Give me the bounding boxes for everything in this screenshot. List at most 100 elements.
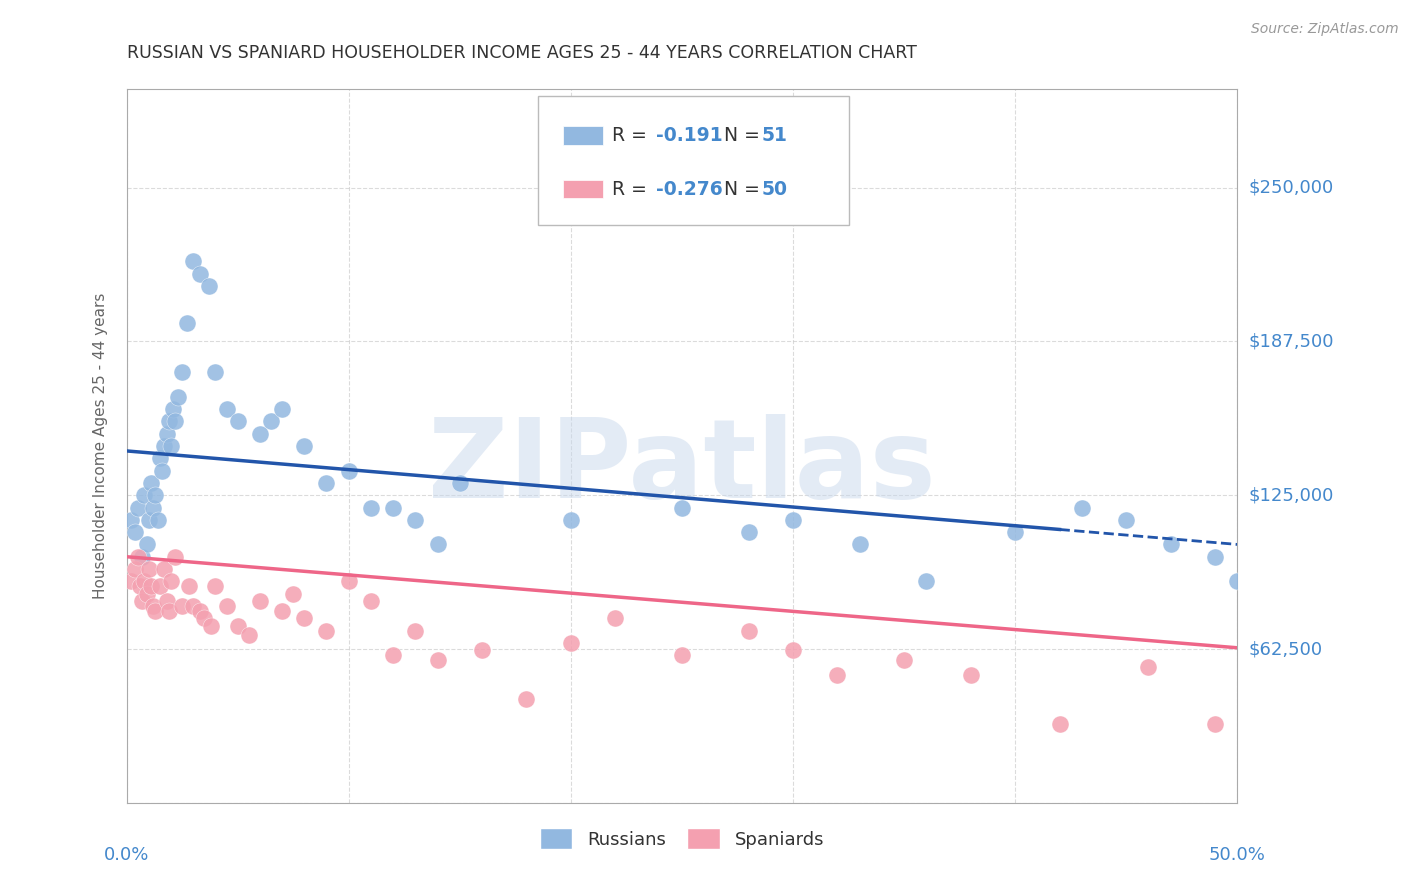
Y-axis label: Householder Income Ages 25 - 44 years: Householder Income Ages 25 - 44 years xyxy=(93,293,108,599)
Point xyxy=(1115,513,1137,527)
Point xyxy=(145,604,167,618)
Text: RUSSIAN VS SPANIARD HOUSEHOLDER INCOME AGES 25 - 44 YEARS CORRELATION CHART: RUSSIAN VS SPANIARD HOUSEHOLDER INCOME A… xyxy=(127,45,917,62)
Point xyxy=(292,611,315,625)
Point xyxy=(176,316,198,330)
Point xyxy=(426,537,449,551)
Point xyxy=(142,599,165,613)
Point xyxy=(127,500,149,515)
Point xyxy=(249,426,271,441)
Point xyxy=(128,579,150,593)
Text: ZIPatlas: ZIPatlas xyxy=(427,414,936,521)
Text: $250,000: $250,000 xyxy=(1249,178,1334,196)
Point xyxy=(157,414,180,428)
Point xyxy=(337,464,360,478)
Point xyxy=(382,500,405,515)
Point xyxy=(671,648,693,662)
Point xyxy=(737,624,759,638)
Point xyxy=(281,587,304,601)
Point xyxy=(1204,549,1226,564)
Point xyxy=(1049,717,1071,731)
Point xyxy=(215,599,238,613)
Point xyxy=(1204,717,1226,731)
Point xyxy=(149,451,172,466)
Point xyxy=(471,643,494,657)
Text: N =: N = xyxy=(711,179,772,199)
FancyBboxPatch shape xyxy=(537,96,849,225)
Point xyxy=(131,549,153,564)
Text: 51: 51 xyxy=(762,126,787,145)
Point xyxy=(271,402,294,417)
Point xyxy=(204,365,226,379)
Text: 50: 50 xyxy=(762,179,787,199)
Point xyxy=(155,426,177,441)
Point xyxy=(149,579,172,593)
Point xyxy=(160,574,183,589)
Text: 50.0%: 50.0% xyxy=(1209,846,1265,863)
Point xyxy=(146,513,169,527)
Point xyxy=(360,500,382,515)
Text: -0.191: -0.191 xyxy=(657,126,723,145)
Point xyxy=(124,562,146,576)
Point xyxy=(135,587,157,601)
Point xyxy=(197,279,219,293)
Point xyxy=(177,579,200,593)
Point xyxy=(145,488,167,502)
Point xyxy=(120,574,142,589)
Point xyxy=(188,267,211,281)
Point xyxy=(181,599,204,613)
Point xyxy=(135,537,157,551)
Point xyxy=(172,599,194,613)
Point xyxy=(915,574,938,589)
Point xyxy=(153,562,176,576)
Point xyxy=(200,618,222,632)
Point xyxy=(360,594,382,608)
Point xyxy=(181,254,204,268)
Point xyxy=(560,636,582,650)
Point xyxy=(404,624,426,638)
Point xyxy=(271,604,294,618)
Point xyxy=(157,604,180,618)
Point xyxy=(1004,525,1026,540)
Point xyxy=(162,402,184,417)
Point xyxy=(165,549,187,564)
Point xyxy=(1160,537,1182,551)
Point xyxy=(138,513,160,527)
Point xyxy=(193,611,215,625)
Point xyxy=(134,488,156,502)
Point xyxy=(160,439,183,453)
Point xyxy=(139,579,162,593)
Point xyxy=(827,668,849,682)
Point xyxy=(449,475,471,490)
Point xyxy=(515,692,537,706)
Point xyxy=(671,500,693,515)
Text: $187,500: $187,500 xyxy=(1249,333,1334,351)
Point xyxy=(238,628,260,642)
Point xyxy=(127,549,149,564)
Text: -0.276: -0.276 xyxy=(657,179,723,199)
Point xyxy=(120,513,142,527)
Point xyxy=(172,365,194,379)
Point xyxy=(382,648,405,662)
Text: N =: N = xyxy=(711,126,772,145)
Point xyxy=(226,414,249,428)
Point xyxy=(292,439,315,453)
Point xyxy=(605,611,627,625)
FancyBboxPatch shape xyxy=(562,180,603,198)
Point xyxy=(139,475,162,490)
Point xyxy=(1137,660,1160,674)
Point xyxy=(131,594,153,608)
Point xyxy=(204,579,226,593)
Legend: Russians, Spaniards: Russians, Spaniards xyxy=(531,819,832,858)
Point xyxy=(560,513,582,527)
Point xyxy=(959,668,981,682)
Point xyxy=(166,390,188,404)
Text: R =: R = xyxy=(612,179,659,199)
Text: $125,000: $125,000 xyxy=(1249,486,1334,504)
Point xyxy=(138,562,160,576)
Point xyxy=(893,653,915,667)
Point xyxy=(215,402,238,417)
Point xyxy=(150,464,173,478)
Point xyxy=(153,439,176,453)
Point xyxy=(782,643,804,657)
Point xyxy=(134,574,156,589)
